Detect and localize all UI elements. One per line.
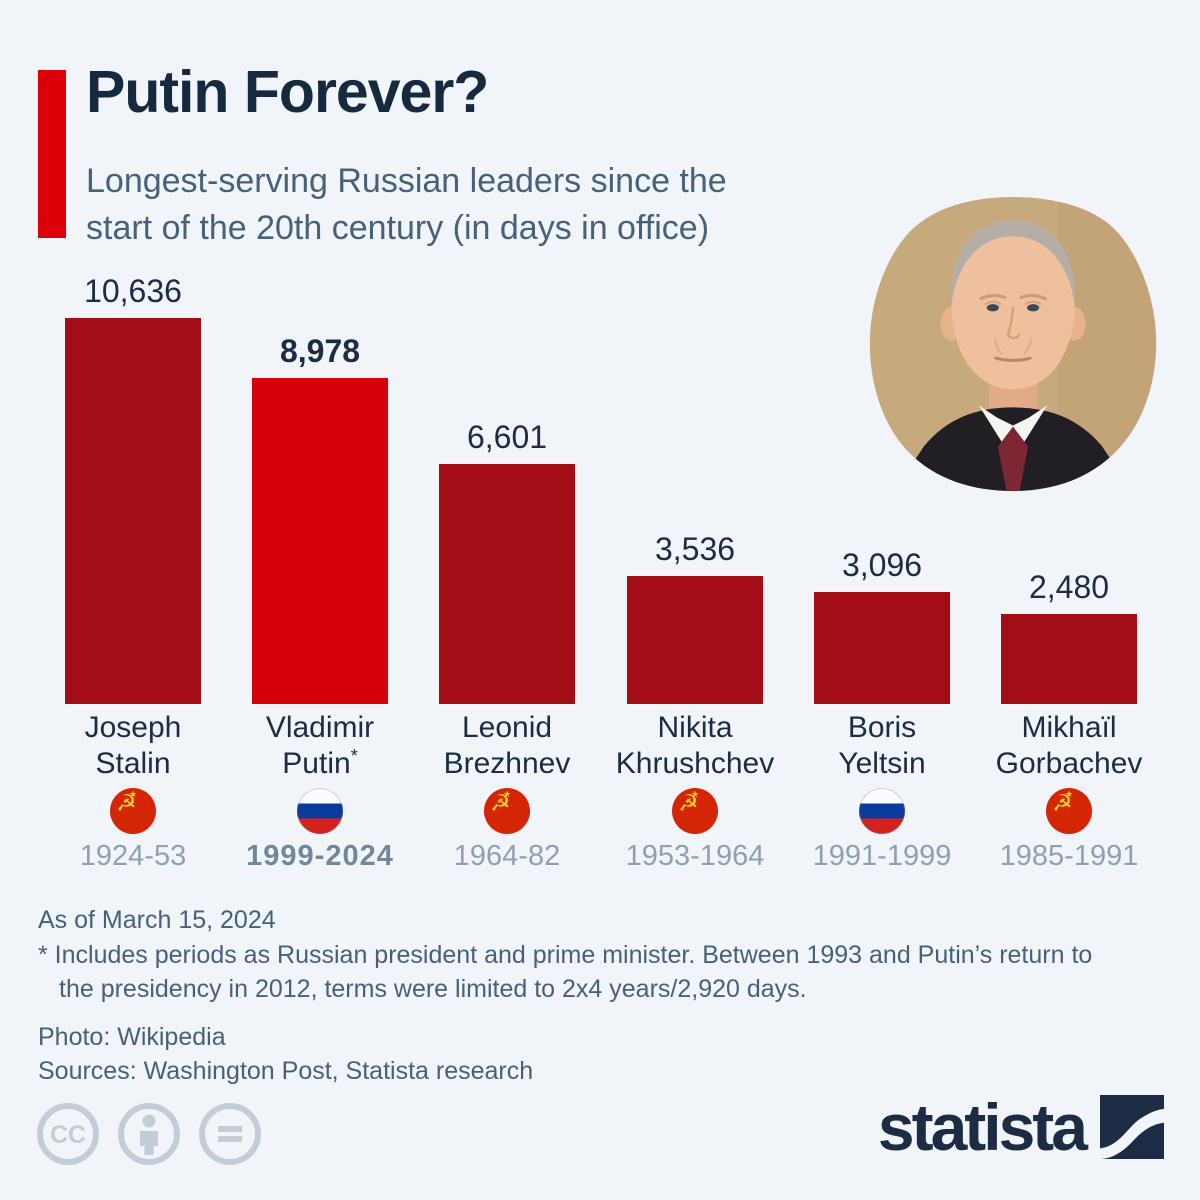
leader-period: 1924-53 — [79, 840, 187, 872]
bar-column-stalin: 10,636 — [65, 273, 201, 704]
footnotes: As of March 15, 2024 * Includes periods … — [38, 903, 1092, 1089]
putin-portrait-photo — [862, 192, 1164, 494]
as-of-date: As of March 15, 2024 — [38, 906, 276, 934]
leader-period: 1985-1991 — [999, 840, 1139, 872]
bar-value-label: 2,480 — [1028, 569, 1110, 605]
bar-yeltsin — [814, 592, 950, 704]
bar-chart: 10,636 8,978 6,601 3,536 3,096 2,480 — [65, 273, 1137, 704]
statista-logo-mark — [1100, 1095, 1164, 1159]
title-accent-bar — [38, 70, 66, 238]
footnote-asterisk: * — [350, 746, 358, 766]
bar-brezhnev — [439, 464, 575, 704]
statista-logo: statista — [878, 1094, 1164, 1160]
leader-name: Mikhaïl Gorbachev — [995, 711, 1143, 780]
leader-period: 1964-82 — [453, 840, 561, 872]
flag-icon — [672, 788, 718, 834]
flag-icon — [484, 788, 530, 834]
leader-label-putin: Vladimir Putin* 1999-2024 — [210, 710, 430, 873]
page-title: Putin Forever? — [86, 59, 489, 125]
leader-label-yeltsin: Boris Yeltsin 1991-1999 — [772, 710, 992, 873]
bar-column-yeltsin: 3,096 — [814, 547, 950, 704]
statista-wordmark: statista — [877, 1090, 1088, 1164]
leader-period: 1953-1964 — [625, 840, 765, 872]
cc-icon: CC — [36, 1102, 100, 1166]
footnote-line-1: * Includes periods as Russian president … — [38, 940, 1093, 969]
bar-value-label: 6,601 — [466, 419, 548, 455]
photo-credit: Photo: Wikipedia — [38, 1022, 226, 1051]
flag-icon — [297, 788, 343, 834]
leader-name: Leonid Brezhnev — [443, 711, 571, 780]
attribution-icon — [117, 1102, 181, 1166]
footnote-line-2: the presidency in 2012, terms were limit… — [59, 975, 807, 1003]
bar-khrushchev — [627, 576, 763, 704]
bar-column-brezhnev: 6,601 — [439, 419, 575, 704]
chart-subtitle: Longest-serving Russian leaders since th… — [86, 158, 727, 252]
bar-gorbachev — [1001, 614, 1137, 704]
bar-value-label: 3,536 — [654, 531, 736, 567]
subtitle-line-2: start of the 20th century (in days in of… — [86, 208, 710, 247]
leader-name: Vladimir Putin* — [265, 711, 375, 780]
equals-icon — [198, 1102, 262, 1166]
license-icons: CC — [36, 1102, 262, 1166]
bar-value-label: 8,978 — [279, 333, 361, 369]
flag-icon — [1046, 788, 1092, 834]
svg-text:CC: CC — [50, 1121, 86, 1149]
bar-column-putin: 8,978 — [252, 333, 388, 704]
bar-column-khrushchev: 3,536 — [627, 531, 763, 704]
leader-period: 1991-1999 — [812, 840, 952, 872]
leader-name: Joseph Stalin — [84, 711, 182, 780]
leader-name: Nikita Khrushchev — [615, 711, 775, 780]
sources: Sources: Washington Post, Statista resea… — [38, 1057, 534, 1085]
flag-icon — [110, 788, 156, 834]
bar-stalin — [65, 318, 201, 704]
bar-value-label: 10,636 — [84, 273, 182, 309]
flag-icon — [859, 788, 905, 834]
putin-portrait-illustration — [869, 197, 1157, 491]
bar-putin — [252, 378, 388, 704]
leader-period: 1999-2024 — [246, 840, 394, 872]
bar-column-gorbachev: 2,480 — [1001, 569, 1137, 704]
bar-value-label: 3,096 — [841, 547, 923, 583]
subtitle-line-1: Longest-serving Russian leaders since th… — [86, 162, 727, 200]
leader-name: Boris Yeltsin — [838, 711, 926, 780]
